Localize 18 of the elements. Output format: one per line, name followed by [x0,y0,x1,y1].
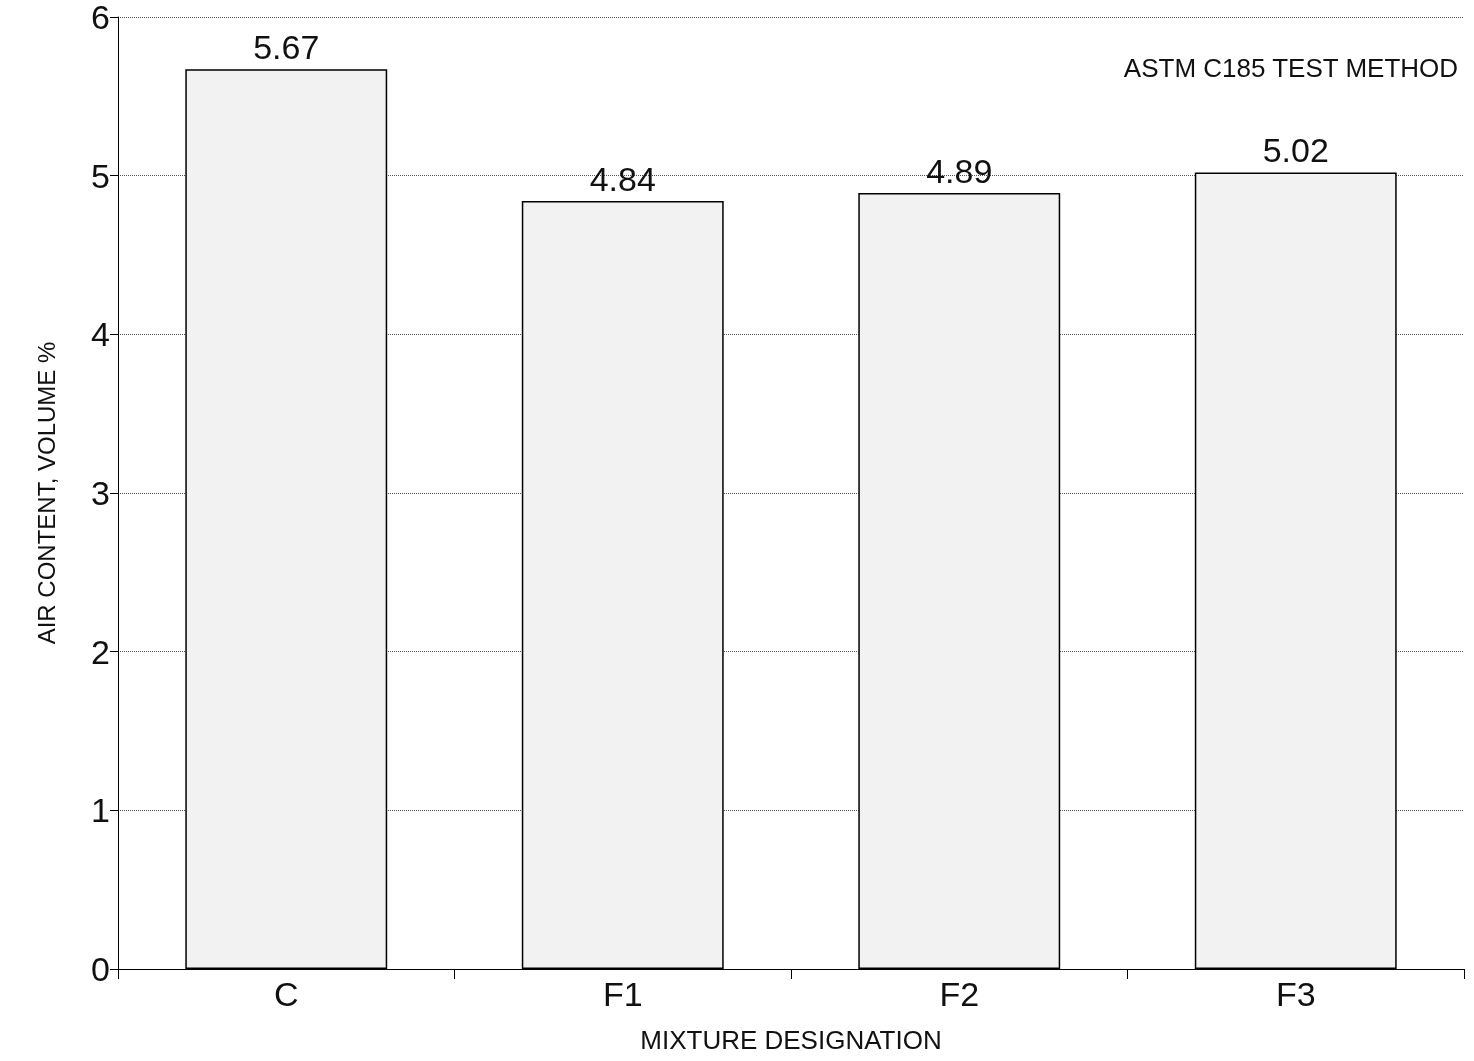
y-tick-label: 3 [91,474,110,512]
data-label: 4.89 [926,152,993,191]
y-tick-label: 0 [91,950,110,988]
data-label: 5.02 [1262,131,1329,170]
x-tick-label: F3 [1275,975,1316,1013]
x-tick-label: F1 [602,975,643,1013]
data-label: 4.84 [589,160,656,199]
y-tick-label: 2 [91,632,110,671]
x-tick-label: C [273,975,299,1013]
y-axis-title: AIR CONTENT, VOLUME % [32,341,60,645]
y-tick-label: 6 [91,0,110,36]
x-tick-label: F2 [939,975,980,1013]
data-label: 5.67 [253,28,320,67]
y-tick-label: 5 [91,156,110,195]
y-tick-label: 1 [91,791,110,830]
y-tick-label: 4 [91,315,110,354]
x-axis-title: MIXTURE DESIGNATION [640,1025,942,1055]
annotation: ASTM C185 TEST METHOD [1123,53,1459,83]
